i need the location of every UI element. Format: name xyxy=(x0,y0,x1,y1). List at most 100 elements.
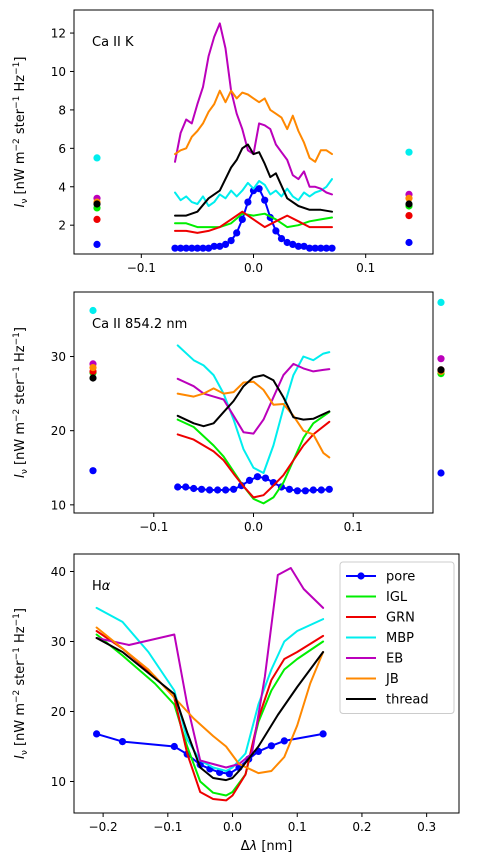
legend: pore IGL GRN MBP EB JB thread xyxy=(339,561,455,714)
side-point-pore xyxy=(89,467,97,475)
data-point-pore xyxy=(328,244,336,252)
data-point-pore xyxy=(199,244,207,252)
series-line-IGL xyxy=(95,633,325,797)
side-point-GRN xyxy=(93,215,101,223)
y-tick-label: 20 xyxy=(51,424,66,438)
series-line-EB xyxy=(95,567,325,769)
data-point-pore xyxy=(255,185,263,193)
data-point-pore xyxy=(244,198,252,206)
series-line-JB xyxy=(174,89,333,163)
panel-annotation: Ca II K xyxy=(92,35,134,50)
data-point-pore xyxy=(322,244,330,252)
y-tick-label: 10 xyxy=(51,498,66,512)
data-point-pore xyxy=(225,770,233,778)
x-tick-label: 0.3 xyxy=(417,820,436,834)
series-line-MBP xyxy=(176,344,331,474)
side-point-MBP xyxy=(437,298,445,306)
series-line-IGL xyxy=(174,212,333,229)
data-point-pore xyxy=(174,483,182,491)
data-point-pore xyxy=(283,238,291,247)
chart-panel-1: −0.1 0.0 0.1 2 4 6 8 10 12 Ca II K Iν [nW m−2 ster… xyxy=(12,9,434,275)
series-line-EB xyxy=(176,362,331,435)
panel-annotation: Ca II 854.2 nm xyxy=(92,317,187,332)
series-line-MBP xyxy=(174,178,333,207)
data-point-pore xyxy=(277,235,286,243)
data-point-pore xyxy=(300,242,308,250)
data-point-pore xyxy=(221,240,230,248)
data-point-pore xyxy=(294,242,302,250)
y-tick-label: 8 xyxy=(58,103,66,117)
side-point-MBP xyxy=(405,148,413,156)
data-point-pore xyxy=(190,484,198,493)
data-point-pore xyxy=(317,486,325,494)
series-line-GRN xyxy=(176,420,331,499)
data-point-pore xyxy=(309,486,317,494)
x-tick-label: −0.2 xyxy=(89,820,118,834)
side-point-thread xyxy=(89,374,97,382)
legend-label-pore: pore xyxy=(386,570,415,585)
side-point-pore xyxy=(437,469,445,477)
series-line-thread xyxy=(95,637,325,782)
data-point-pore xyxy=(306,244,314,252)
data-point-pore xyxy=(289,240,297,248)
x-tick-label: −0.1 xyxy=(127,261,156,275)
data-point-pore xyxy=(311,244,319,252)
data-point-pore xyxy=(245,476,254,484)
side-point-GRN xyxy=(405,212,413,220)
legend-label-GRN: GRN xyxy=(386,611,415,626)
series-line-GRN xyxy=(174,210,333,234)
y-tick-label: 10 xyxy=(51,65,66,79)
data-point-pore xyxy=(227,237,235,245)
y-tick-label: 40 xyxy=(51,565,66,579)
data-point-pore xyxy=(285,485,293,493)
data-point-pore xyxy=(216,242,224,250)
data-point-pore xyxy=(293,487,301,495)
side-point-EB xyxy=(437,355,445,363)
side-point-thread xyxy=(93,200,101,208)
data-point-pore xyxy=(233,229,241,237)
y-tick-label: 12 xyxy=(51,27,66,41)
side-point-thread xyxy=(437,366,445,374)
data-point-pore xyxy=(261,474,270,482)
data-point-pore xyxy=(198,485,206,493)
data-point-pore xyxy=(317,244,325,252)
series-line-JB xyxy=(95,626,325,775)
y-axis-label: Iν [nW m−2 ster−1 Hz−1] xyxy=(12,57,30,208)
data-point-pore xyxy=(214,486,222,494)
data-point-pore xyxy=(319,730,327,738)
data-point-pore xyxy=(238,215,246,223)
data-point-pore xyxy=(93,730,101,738)
y-tick-label: 10 xyxy=(51,775,66,789)
chart-panel-3: −0.2 −0.1 0.0 0.1 0.2 0.3 10 20 30 40 Hα Iν [nW m−2… xyxy=(12,553,460,852)
x-tick-label: 0.1 xyxy=(356,261,375,275)
data-point-pore xyxy=(188,244,196,252)
legend-label-JB: JB xyxy=(385,672,399,687)
side-point-JB xyxy=(89,364,97,372)
data-point-pore xyxy=(272,227,280,235)
series-line-IGL xyxy=(176,411,331,505)
x-tick-label: 0.0 xyxy=(244,261,263,275)
side-point-MBP xyxy=(93,154,101,162)
data-point-pore xyxy=(230,485,238,493)
side-point-MBP xyxy=(89,306,97,315)
legend-box xyxy=(339,561,455,714)
data-point-pore xyxy=(280,737,288,745)
legend-marker-pore xyxy=(357,572,365,580)
series-line-JB xyxy=(176,380,331,459)
data-point-pore xyxy=(210,242,218,250)
data-point-pore xyxy=(171,244,179,252)
data-point-pore xyxy=(205,244,213,252)
legend-label-thread: thread xyxy=(386,693,429,708)
y-tick-label: 4 xyxy=(58,180,66,194)
panel-annotation: Hα xyxy=(92,579,111,594)
x-tick-label: 0.1 xyxy=(344,520,363,534)
x-axis-label: Δλ [nm] xyxy=(241,839,293,852)
y-tick-label: 2 xyxy=(58,219,66,233)
y-tick-label: 30 xyxy=(51,635,66,649)
data-point-pore xyxy=(170,742,178,751)
data-point-pore xyxy=(177,244,185,252)
x-tick-label: 0.2 xyxy=(352,820,371,834)
series-line-EB xyxy=(174,22,333,196)
y-axis-label: Iν [nW m−2 ster−1 Hz−1] xyxy=(12,327,30,478)
y-tick-label: 6 xyxy=(58,142,66,156)
